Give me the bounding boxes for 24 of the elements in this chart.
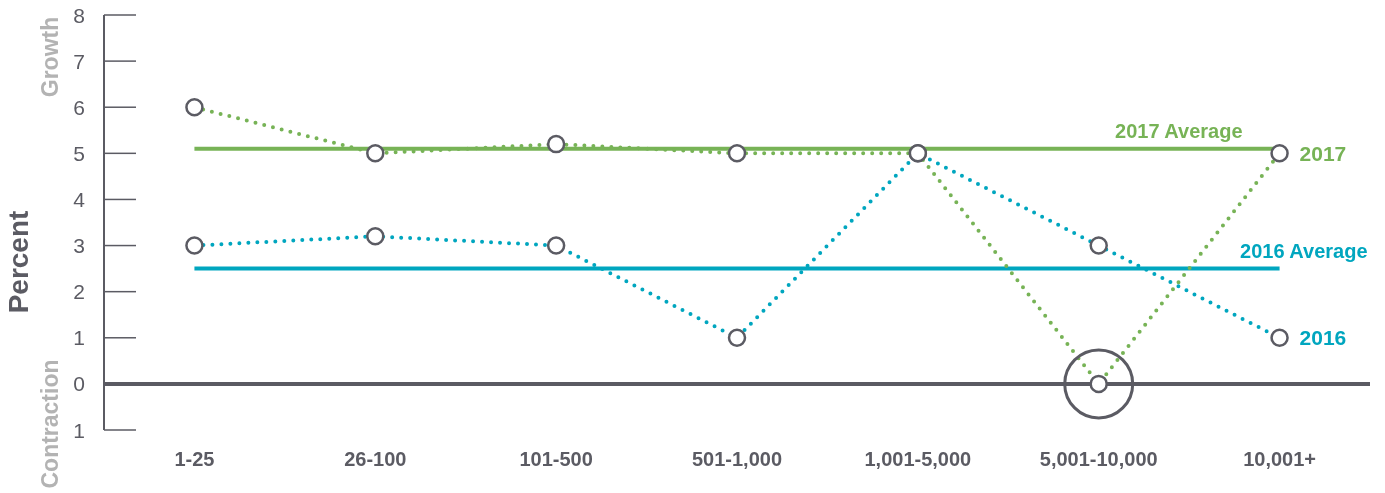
y-tick-label: 4 (73, 188, 86, 211)
y-tick-label: 1 (73, 326, 85, 350)
x-tick-label: 10,001+ (1243, 448, 1316, 471)
text: Contraction (37, 359, 63, 489)
y-axis-title: Percent (2, 210, 34, 314)
y-tick-label: 5 (73, 141, 85, 165)
x-tick-label: 101-500 (519, 448, 593, 471)
ref-line-label: 2016 Average (1240, 239, 1368, 262)
x-tick-label: 26-100 (344, 448, 407, 471)
text: Growth (37, 16, 63, 98)
x-tick-label: 1-25 (174, 448, 215, 471)
y-tick-label: 3 (73, 234, 85, 258)
series-label: 2016 (1299, 326, 1347, 350)
y-tick-label: 2 (73, 280, 85, 304)
y-tick-label: 8 (73, 3, 85, 27)
y-tick-label: 0 (73, 372, 85, 396)
series-label: 2017 (1299, 141, 1347, 165)
x-tick-label: 1,001-5,000 (864, 448, 972, 471)
y-tick-label: 7 (73, 49, 85, 73)
y-tick-label: 1 (73, 418, 85, 442)
x-tick-label: 501-1,000 (691, 448, 783, 471)
y-tick-label: 6 (73, 95, 85, 119)
x-tick-label: 5,001-10,000 (1039, 448, 1158, 471)
ref-line-label: 2017 Average (1115, 119, 1243, 142)
